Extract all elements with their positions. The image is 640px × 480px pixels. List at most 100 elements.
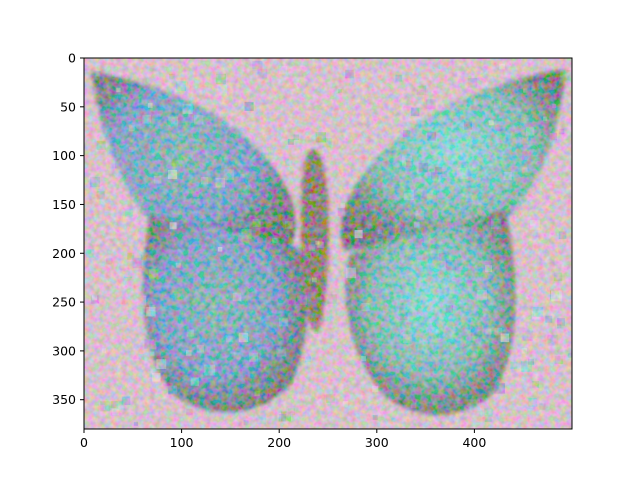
speckle [426,189,436,199]
speckle [490,218,502,229]
speckle [142,114,151,124]
speckle [272,237,278,244]
speckle [527,358,534,365]
speckle [435,166,443,175]
speckle [386,235,396,245]
speckle [302,247,311,256]
speckle [558,231,567,239]
speckle [193,191,199,198]
speckle [313,329,319,335]
speckle [168,116,179,127]
speckle [400,239,407,247]
speckle [270,214,277,222]
speckle [410,107,420,117]
speckle [494,383,505,394]
speckle [116,401,125,410]
speckle [305,291,316,302]
right-upper-wing [341,70,565,250]
speckle [135,237,146,248]
speckle [438,253,447,261]
speckle [394,229,406,241]
speckle [377,229,383,235]
speckle [391,417,396,422]
speckle [469,399,481,411]
speckle [100,401,111,412]
speckle [461,413,467,419]
speckle [556,407,563,414]
speckle [553,272,563,282]
speckle [243,420,249,426]
speckle [531,86,536,91]
speckle [293,134,300,141]
speckle [554,355,563,364]
speckle [370,262,376,268]
speckle [511,85,519,93]
speckle [522,137,529,144]
speckle [88,264,97,273]
speckle [530,220,540,230]
speckle [289,151,298,160]
speckle [399,312,408,321]
speckle [485,265,493,273]
speckle [522,167,528,173]
speckle [417,340,428,351]
speckle [372,415,378,421]
speckle [147,103,153,108]
speckle [551,290,562,302]
speckle [524,246,532,254]
speckle [176,269,185,277]
speckle [395,74,403,82]
speckle [148,269,159,279]
speckle [186,329,194,337]
speckle [503,172,512,181]
speckle [196,345,204,353]
speckle [276,346,287,357]
speckle [287,138,294,145]
speckle [144,278,156,290]
speckle [466,280,473,287]
speckle [96,191,105,200]
speckle [340,203,346,208]
speckle [309,193,318,202]
speckle [128,125,135,132]
speckle [482,227,493,238]
x-tick-label: 200 [267,435,291,450]
speckle [153,175,162,184]
speckle [110,401,118,409]
speckle [284,221,293,229]
speckle [308,244,316,251]
speckle [267,149,275,156]
speckle [486,285,495,294]
speckle [522,330,533,341]
speckle [494,124,502,131]
speckle [543,116,548,121]
speckle [315,240,320,245]
speckle [278,414,287,422]
speckle [557,317,565,326]
speckle [465,193,474,202]
speckle [327,294,337,304]
speckle [220,291,226,298]
speckle [425,99,436,110]
speckle [360,288,366,294]
speckle [463,121,473,130]
speckle [99,341,105,347]
speckle [115,159,125,169]
speckle [171,155,183,167]
speckle [413,234,424,246]
speckle [500,333,510,343]
speckle [101,348,107,353]
speckle [216,85,228,96]
speckle [403,130,410,137]
speckle [428,326,438,336]
speckle [200,176,209,185]
speckle [288,408,295,416]
speckle [174,292,183,301]
speckle [403,334,412,343]
speckle [240,185,251,195]
speckle [232,292,242,302]
speckle [337,208,346,216]
speckle [402,155,413,166]
speckle [169,222,177,230]
